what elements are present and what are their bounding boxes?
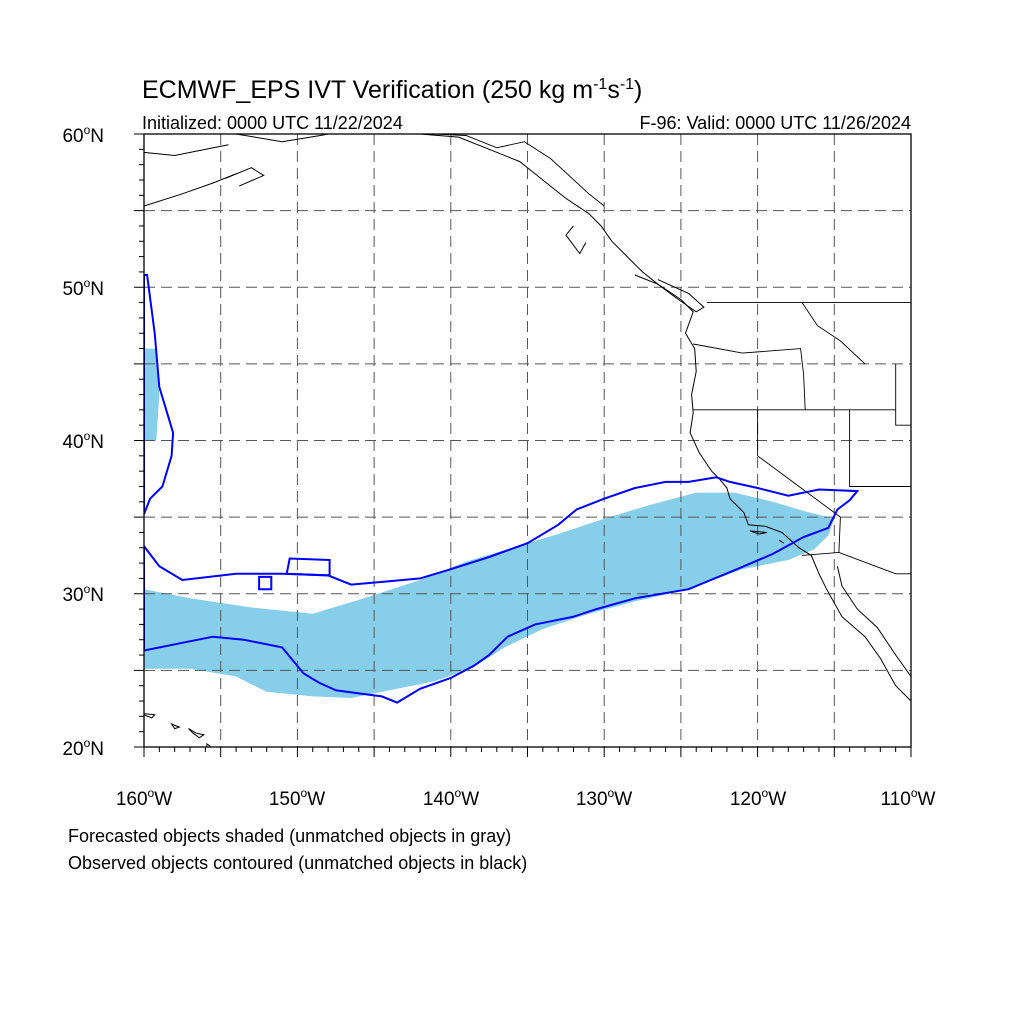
- political-border: [693, 343, 806, 410]
- forecast-object-2: [144, 348, 160, 441]
- coastline: [225, 167, 265, 187]
- latitude-labels: 60oN 50oN 40oN 30oN 20oN: [62, 123, 104, 760]
- coastline: [565, 225, 587, 255]
- coastline: [836, 566, 911, 677]
- grid-lines: [144, 134, 911, 747]
- island-outline: [749, 530, 767, 535]
- lat-label-40: 40oN: [62, 429, 104, 453]
- map-panel: [144, 134, 911, 747]
- coastline: [144, 173, 237, 207]
- observed-contour-1: [144, 476, 860, 704]
- lat-label-60: 60oN: [62, 123, 104, 147]
- lon-label-120w: 120oW: [730, 786, 786, 810]
- forecast-objects-layer: [144, 348, 835, 698]
- lon-label-110w: 110oW: [881, 786, 936, 810]
- political-border: [895, 363, 911, 426]
- longitude-labels: 160oW 150oW 140oW 130oW 120oW 110oW: [116, 786, 936, 810]
- observed-contour-4: [285, 557, 331, 577]
- coastline: [235, 134, 398, 143]
- island-outline: [170, 722, 181, 730]
- lon-label-140w: 140oW: [423, 786, 479, 810]
- political-border: [757, 409, 841, 553]
- coastline: [144, 144, 229, 157]
- lon-label-150w: 150oW: [269, 786, 325, 810]
- valid-time: F-96: Valid: 0000 UTC 11/26/2024: [640, 113, 912, 133]
- political-border: [802, 551, 911, 575]
- initialized-time: Initialized: 0000 UTC 11/22/2024: [142, 113, 403, 133]
- observed-contour-2: [144, 274, 175, 515]
- map-title: ECMWF_EPS IVT Verification (250 kg m-1s-…: [142, 76, 642, 104]
- observed-contour-3: [258, 575, 273, 591]
- footnote-forecast: Forecasted objects shaded (unmatched obj…: [68, 826, 511, 846]
- lon-label-130w: 130oW: [576, 786, 632, 810]
- coastline: [634, 274, 705, 313]
- island-outline: [144, 713, 156, 719]
- coastline: [420, 134, 911, 702]
- forecast-object-1: [144, 492, 835, 698]
- political-border: [849, 409, 911, 487]
- axis-ticks: [134, 133, 912, 757]
- political-border: [435, 134, 605, 207]
- lat-label-20: 20oN: [62, 736, 104, 760]
- lat-label-30: 30oN: [62, 582, 104, 606]
- island-outline: [778, 539, 784, 544]
- coastlines-layer: [144, 134, 911, 747]
- lat-label-50: 50oN: [62, 276, 104, 300]
- political-border: [801, 302, 866, 365]
- island-outline: [188, 728, 206, 739]
- footnote-observed: Observed objects contoured (unmatched ob…: [68, 853, 527, 873]
- lon-label-160w: 160oW: [116, 786, 172, 810]
- observed-contours-layer: [144, 274, 860, 704]
